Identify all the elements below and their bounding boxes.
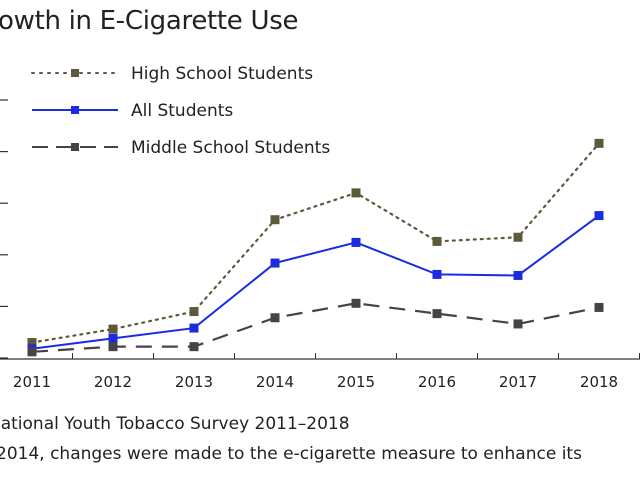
data-point [108, 333, 118, 343]
series-line [30, 142, 601, 344]
data-point [189, 323, 199, 333]
legend-label: High School Students [131, 64, 313, 84]
legend-marker [71, 106, 79, 114]
x-tick-label: 2013 [175, 373, 213, 391]
data-point [594, 211, 604, 221]
legend-label: All Students [131, 101, 233, 121]
data-point [270, 313, 280, 323]
data-point [513, 232, 523, 242]
legend-label: Middle School Students [131, 138, 330, 158]
data-point [270, 215, 280, 225]
source-note: lational Youth Tobacco Survey 2011–2018 [0, 414, 350, 434]
data-point [432, 269, 442, 279]
data-point [513, 270, 523, 280]
data-point [351, 188, 361, 198]
x-tick-label: 2017 [499, 373, 537, 391]
data-point [27, 338, 37, 348]
x-tick-label: 2011 [13, 373, 51, 391]
x-tick-label: 2018 [580, 373, 618, 391]
data-point [189, 307, 199, 317]
data-point [432, 309, 442, 319]
x-tick-label: 2012 [94, 373, 132, 391]
x-tick-label: 2015 [337, 373, 375, 391]
data-point [513, 319, 523, 329]
data-point [27, 347, 37, 357]
legend-marker [71, 69, 79, 77]
data-point [594, 302, 604, 312]
data-point [351, 237, 361, 247]
footnote: 2014, changes were made to the e-cigaret… [0, 444, 582, 464]
chart-title: owth in E-Cigarette Use [0, 6, 299, 36]
data-point [351, 298, 361, 308]
data-point [270, 258, 280, 268]
data-point [108, 324, 118, 334]
data-point [432, 236, 442, 246]
data-point [189, 342, 199, 352]
series-line [31, 302, 600, 353]
data-point [594, 138, 604, 148]
legend-marker [71, 143, 79, 151]
data-point [108, 342, 118, 352]
x-tick-label: 2016 [418, 373, 456, 391]
x-tick-label: 2014 [256, 373, 294, 391]
series-line [31, 214, 600, 350]
